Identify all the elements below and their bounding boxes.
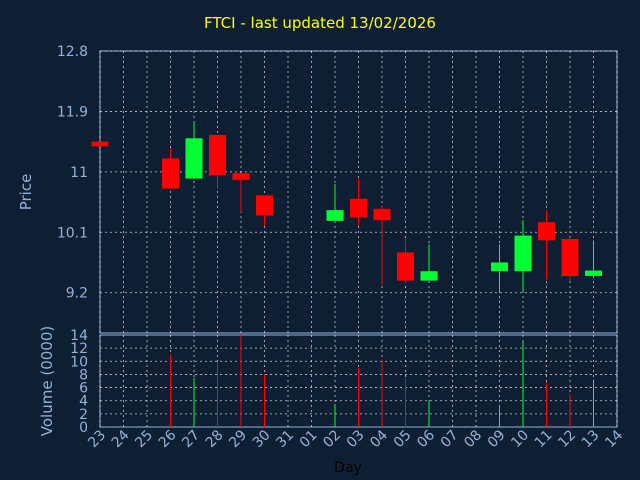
candle-body [209,134,226,176]
x-tick-label: 28 [203,427,227,451]
price-tick-label: 9.2 [66,286,88,302]
x-tick-label: 11 [532,427,556,451]
x-tick-label: 13 [579,427,603,451]
x-tick-label: 10 [508,427,532,451]
x-tick-label: 29 [226,427,250,451]
candle-body [162,158,179,189]
x-tick-label: 03 [344,427,368,451]
candle-body [585,270,602,276]
price-tick-label: 12.8 [57,44,88,60]
candle-body [256,195,273,216]
chart-title: FTCI - last updated 13/02/2026 [204,14,436,32]
candle-body [561,239,579,276]
price-tick-label: 11.9 [57,104,88,120]
volume-tick-label: 2 [79,407,88,423]
candle-body [185,138,203,179]
candle-body [326,210,344,221]
x-tick-label: 12 [555,427,579,451]
volume-tick-label: 10 [70,354,88,370]
volume-tick-label: 6 [79,381,88,397]
volume-axis-title: Volume (0000) [38,326,56,436]
x-tick-label: 06 [414,427,438,451]
volume-tick-label: 4 [79,394,88,410]
x-tick-label: 26 [156,427,180,451]
price-tick-label: 10.1 [57,225,88,241]
x-tick-label: 07 [438,427,462,451]
volume-tick-label: 8 [79,367,88,383]
x-tick-label: 01 [297,427,321,451]
price-tick-label: 11 [70,165,88,181]
candle-body [373,208,391,221]
x-tick-label: 14 [602,427,626,451]
x-tick-label: 23 [85,427,109,451]
x-tick-label: 31 [273,427,297,451]
x-tick-label: 25 [132,427,156,451]
candle-body [397,252,414,281]
x-tick-label: 27 [179,427,203,451]
x-tick-label: 09 [485,427,509,451]
candle-body [491,262,508,272]
candle-body [350,198,367,218]
candle-body [538,222,555,241]
x-axis-title: Day [334,460,362,476]
x-tick-label: 04 [367,427,391,451]
volume-tick-label: 14 [70,328,88,344]
candle-body [514,235,532,272]
candle-body [420,271,438,281]
x-tick-label: 30 [250,427,274,451]
candle-body [232,173,250,180]
x-tick-label: 05 [391,427,415,451]
volume-tick-label: 12 [70,341,88,357]
volume-tick-label: 0 [79,420,88,436]
x-tick-label: 08 [461,427,485,451]
price-axis-title: Price [17,174,35,211]
x-tick-label: 24 [109,427,133,451]
x-tick-label: 02 [320,427,344,451]
candle-body [91,141,109,147]
